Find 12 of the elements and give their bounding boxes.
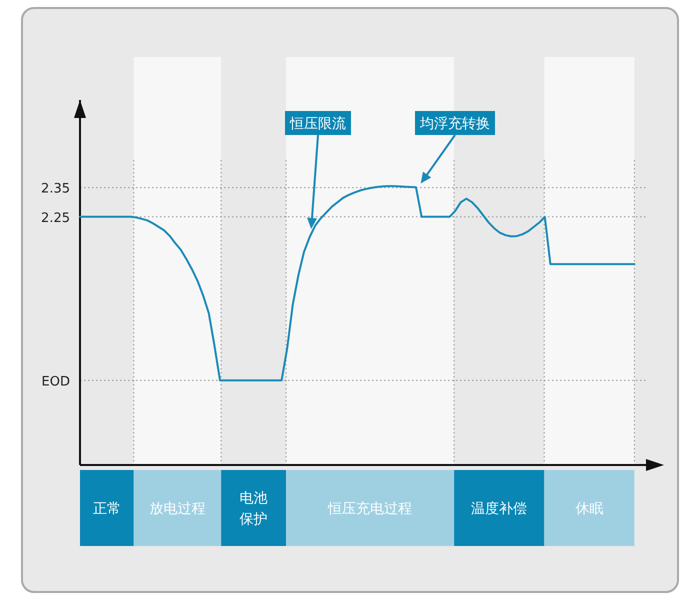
text: 电池保护 <box>240 490 268 528</box>
annotation: 恒压限流 <box>289 116 346 132</box>
text: 休眠 <box>575 501 604 517</box>
y-tick-label: 2.25 <box>41 210 70 226</box>
line-series <box>79 185 636 382</box>
y-tick-label: EOD <box>42 374 70 390</box>
annotation: 均浮充转换 <box>419 116 490 132</box>
text: 正常 <box>92 501 121 517</box>
text: 放电过程 <box>149 501 206 517</box>
y-tick-label: 2.35 <box>41 182 70 197</box>
text: 温度补偿 <box>471 501 528 517</box>
text: 恒压充电过程 <box>327 501 412 517</box>
